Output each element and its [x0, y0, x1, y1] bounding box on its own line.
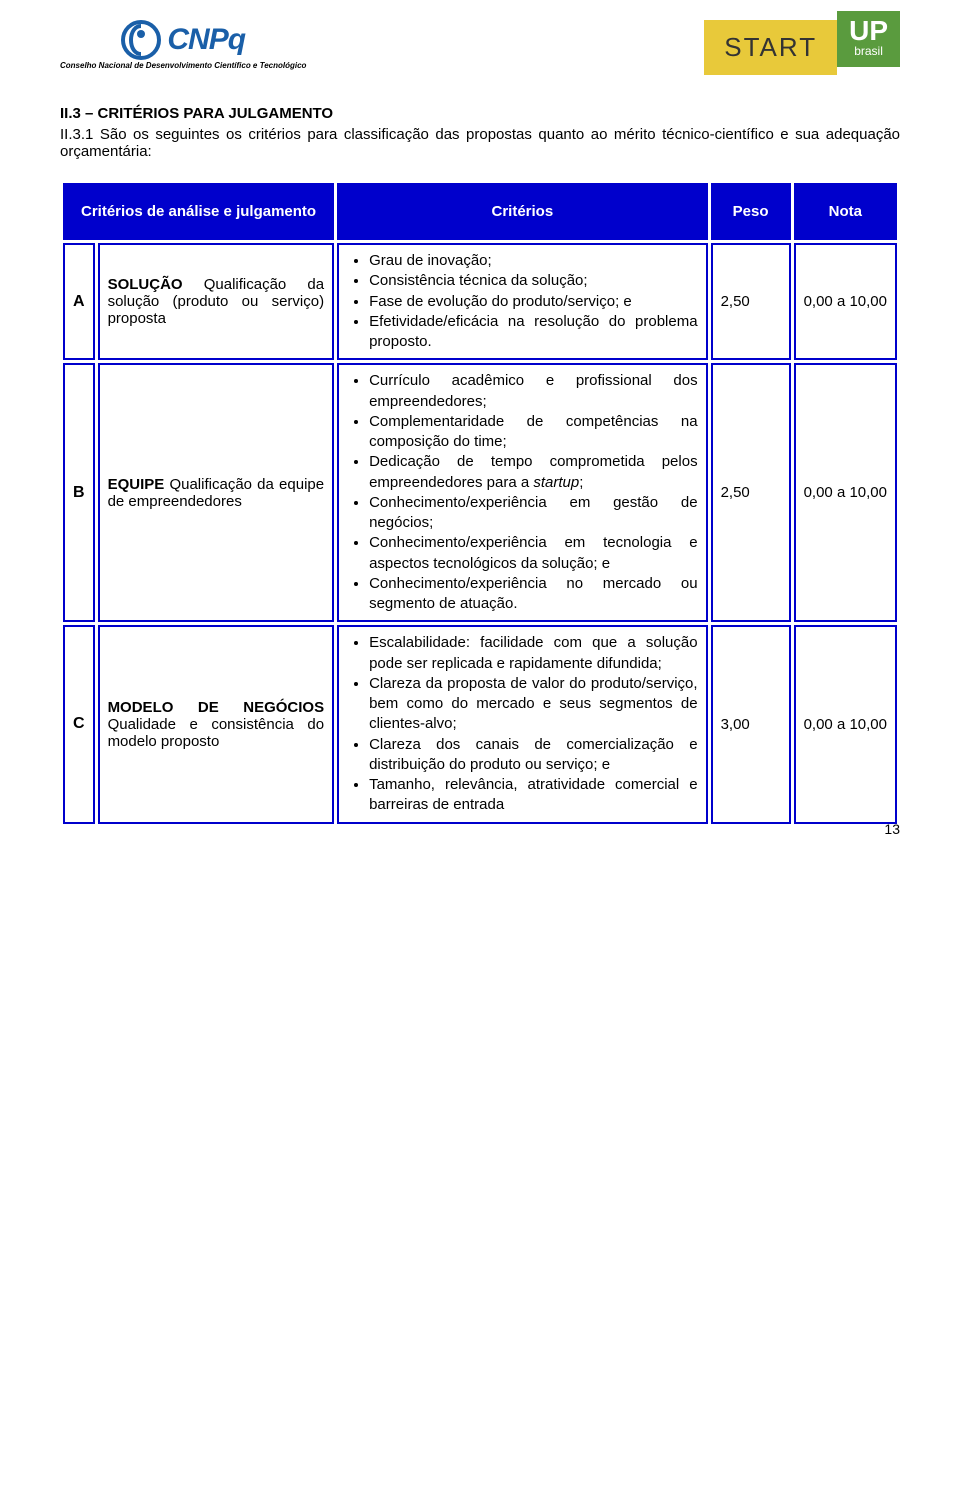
row-nota: 0,00 a 10,00: [794, 625, 897, 823]
criterios-list: Grau de inovação;Consistência técnica da…: [347, 251, 697, 352]
cnpq-logo-block: CNPq Conselho Nacional de Desenvolviment…: [60, 20, 306, 71]
row-nota: 0,00 a 10,00: [794, 243, 897, 360]
start-label: START: [704, 20, 837, 75]
startup-brasil-logo: START UP brasil: [704, 20, 900, 75]
criterio-item: Complementaridade de competências na com…: [369, 412, 697, 453]
criterio-item: Consistência técnica da solução;: [369, 271, 697, 291]
header-peso: Peso: [711, 183, 791, 240]
page-number: 13: [884, 821, 900, 837]
header-logos: CNPq Conselho Nacional de Desenvolviment…: [60, 20, 900, 75]
criterio-item: Conhecimento/experiência no mercado ou s…: [369, 574, 697, 615]
criterio-item: Currículo acadêmico e profissional dos e…: [369, 371, 697, 412]
criterio-item: Escalabilidade: facilidade com que a sol…: [369, 633, 697, 674]
category-title: SOLUÇÃO: [108, 276, 183, 293]
category-title: MODELO DE NEGÓCIOS: [108, 699, 325, 716]
criterio-item: Grau de inovação;: [369, 251, 697, 271]
criterio-item: Conhecimento/experiência em gestão de ne…: [369, 493, 697, 534]
table-header-row: Critérios de análise e julgamento Critér…: [63, 183, 897, 240]
row-nota: 0,00 a 10,00: [794, 363, 897, 622]
header-criterios: Critérios: [337, 183, 707, 240]
up-label: UP: [849, 17, 888, 45]
criterios-list: Escalabilidade: facilidade com que a sol…: [347, 633, 697, 815]
section-intro: II.3.1 São os seguintes os critérios par…: [60, 126, 900, 160]
criterio-item: Efetividade/eficácia na resolução do pro…: [369, 312, 697, 353]
row-category: EQUIPE Qualificação da equipe de empreen…: [98, 363, 335, 622]
section-heading: II.3 – CRITÉRIOS PARA JULGAMENTO: [60, 105, 900, 122]
criterio-item: Clareza dos canais de comercialização e …: [369, 735, 697, 776]
criterios-list: Currículo acadêmico e profissional dos e…: [347, 371, 697, 614]
table-body: ASOLUÇÃO Qualificação da solução (produt…: [63, 243, 897, 824]
table-row: CMODELO DE NEGÓCIOS Qualidade e consistê…: [63, 625, 897, 823]
cnpq-subtext: Conselho Nacional de Desenvolvimento Cie…: [60, 62, 306, 71]
header-analise: Critérios de análise e julgamento: [63, 183, 334, 240]
up-brasil-box: UP brasil: [837, 11, 900, 67]
table-row: ASOLUÇÃO Qualificação da solução (produt…: [63, 243, 897, 360]
category-title: EQUIPE: [108, 476, 165, 493]
row-peso: 2,50: [711, 243, 791, 360]
row-criterios: Grau de inovação;Consistência técnica da…: [337, 243, 707, 360]
row-letter: C: [63, 625, 95, 823]
row-category: SOLUÇÃO Qualificação da solução (produto…: [98, 243, 335, 360]
criteria-table: Critérios de análise e julgamento Critér…: [60, 180, 900, 827]
row-criterios: Escalabilidade: facilidade com que a sol…: [337, 625, 707, 823]
row-criterios: Currículo acadêmico e profissional dos e…: [337, 363, 707, 622]
table-row: BEQUIPE Qualificação da equipe de empree…: [63, 363, 897, 622]
brasil-label: brasil: [849, 45, 888, 57]
row-category: MODELO DE NEGÓCIOS Qualidade e consistên…: [98, 625, 335, 823]
criterio-item: Tamanho, relevância, atratividade comerc…: [369, 775, 697, 816]
header-nota: Nota: [794, 183, 897, 240]
cnpq-logo: CNPq: [121, 20, 245, 60]
cnpq-icon: [121, 20, 161, 60]
criterio-item: Fase de evolução do produto/serviço; e: [369, 292, 697, 312]
row-letter: A: [63, 243, 95, 360]
criterio-item: Dedicação de tempo comprometida pelos em…: [369, 452, 697, 493]
cnpq-name: CNPq: [167, 23, 245, 57]
section-body-number: II.3.1: [60, 126, 93, 143]
row-peso: 2,50: [711, 363, 791, 622]
row-peso: 3,00: [711, 625, 791, 823]
category-desc: Qualidade e consistência do modelo propo…: [108, 716, 325, 750]
criterio-item: Clareza da proposta de valor do produto/…: [369, 674, 697, 735]
section-body-text: São os seguintes os critérios para class…: [60, 126, 900, 160]
criterio-item: Conhecimento/experiência em tecnologia e…: [369, 533, 697, 574]
row-letter: B: [63, 363, 95, 622]
